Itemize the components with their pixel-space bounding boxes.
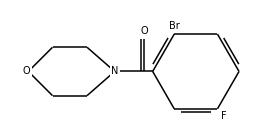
Text: O: O <box>140 26 148 36</box>
Text: F: F <box>221 111 226 121</box>
Text: O: O <box>23 67 30 76</box>
Text: N: N <box>111 67 118 76</box>
Text: Br: Br <box>169 21 180 31</box>
